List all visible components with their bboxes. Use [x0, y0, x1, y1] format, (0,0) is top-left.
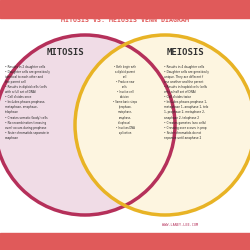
Text: MITOSIS: MITOSIS [46, 48, 84, 57]
Text: MITOSIS VS. MEIOSIS VENN DIAGRAM: MITOSIS VS. MEIOSIS VENN DIAGRAM [61, 17, 189, 23]
Circle shape [0, 35, 175, 215]
Text: • Results in 4 daughter cells
• Daughter cells are genetically
unique. They are : • Results in 4 daughter cells • Daughter… [164, 65, 209, 140]
Bar [0, 0, 250, 18]
Text: • Both begin with
a diploid parent
cell
• Produce new
cells
• Involve cell
divis: • Both begin with a diploid parent cell … [113, 65, 137, 135]
Bar [0, 232, 250, 250]
Text: • Results in 2 daughter cells
• Daughter cells are genetically
identical to each: • Results in 2 daughter cells • Daughter… [5, 65, 50, 140]
Text: MEIOSIS: MEIOSIS [166, 48, 204, 57]
Circle shape [75, 35, 250, 215]
Text: WWW.LANEY-LEE.COM: WWW.LANEY-LEE.COM [162, 224, 198, 228]
